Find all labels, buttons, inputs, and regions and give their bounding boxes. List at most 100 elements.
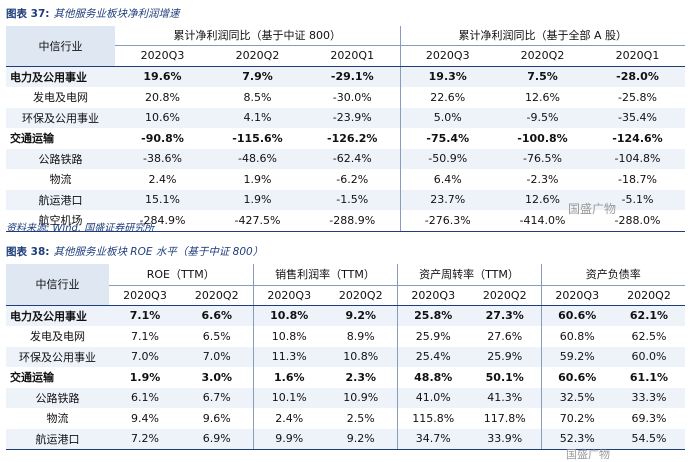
table-cell: 8.5% (243, 90, 272, 104)
watermark-text: 国盛广物 (568, 202, 617, 216)
table-cell: -5.1% (590, 189, 685, 210)
table-cell: -29.1% (305, 66, 400, 87)
table-cell: 59.2% (540, 346, 613, 367)
table1-group-header: 累计净利润同比（基于全部 A 股） (399, 26, 685, 46)
table-row: 航运港口 15.1% 1.9% -1.5% 23.7% 12.6% -5.1% (6, 189, 685, 210)
table-cell: 117.8% (483, 411, 526, 425)
table-cell: 6.5% (202, 329, 231, 343)
table-cell: 60.8% (540, 326, 613, 347)
table-cell: 2.5% (346, 411, 375, 425)
row-label: 航空机场 (6, 210, 115, 232)
table-cell: -76.5% (495, 148, 590, 169)
table-cell: -284.9% (115, 210, 210, 232)
table-cell: 10.9% (325, 387, 397, 408)
table-row: 交通运输 -90.8% -115.6% -126.2% -75.4% -100.8% -12… (6, 128, 685, 149)
table-cell: -288.9% (305, 210, 400, 232)
table1-caption-text: 其他服务业板块净利润增速 (53, 8, 180, 20)
table-cell: -90.8% (141, 131, 184, 145)
table-cell: -62.4% (305, 148, 400, 169)
table2-corner-header: 中信行业 (6, 264, 109, 306)
table-row: 电力及公用事业 19.6% 7.9% -29.1% 19.3% 7.5% -28.0% (6, 66, 685, 87)
table-cell: 23.7% (399, 189, 495, 210)
table1-corner-header: 中信行业 (6, 26, 115, 67)
table2-column-header: 2020Q3 (109, 285, 181, 306)
table2-group-header: 资产负债率 (540, 264, 685, 286)
table-cell: -35.4% (590, 107, 685, 128)
table-cell: -1.5% (305, 189, 400, 210)
table2-caption-text: 其他服务业板块 ROE 水平（基于中证 800） (53, 246, 264, 258)
table-cell: -100.8% (517, 131, 568, 145)
table-cell: 41.3% (469, 387, 541, 408)
table-row: 物流 9.4% 9.6% 2.4% 2.5% 115.8% 117.8% 70.2% 69.3% (6, 408, 685, 429)
table-row: 环保及公用事业 10.6% 4.1% -23.9% 5.0% -9.5% -35.4% (6, 107, 685, 128)
table-cell: -48.6% (210, 148, 305, 169)
row-label: 发电及电网 (30, 330, 85, 344)
table-cell: -75.4% (399, 128, 495, 149)
table-cell: 9.2% (325, 428, 397, 450)
table-cell: 10.6% (115, 107, 210, 128)
table-cell: 9.4% (131, 411, 159, 425)
table-row: 航运港口 7.2% 6.9% 9.9% 9.2% 34.7% 33.9% 52.3% 54.5% (6, 428, 685, 450)
table2-column-header: 2020Q2 (613, 285, 685, 306)
table-cell: 6.1% (109, 387, 181, 408)
table2-body: 电力及公用事业 7.1% 6.6% 10.8% 9.2% 25.8% 27.3% 60.6% 6… (6, 305, 685, 450)
table-cell: 9.6% (202, 411, 231, 425)
row-label: 物流 (46, 412, 69, 426)
table-cell: -18.7% (618, 172, 657, 186)
table1-caption: 图表 37: 其他服务业板块净利润增速 (6, 4, 179, 24)
table1: 中信行业 累计净利润同比（基于中证 800） 累计净利润同比（基于全部 A 股）… (6, 26, 685, 232)
table-cell: -124.6% (612, 131, 663, 145)
table-cell: 60.0% (613, 346, 685, 367)
row-label: 环保及公用事业 (6, 107, 115, 128)
table2-column-header: 2020Q2 (181, 285, 253, 306)
table-cell: 62.5% (631, 329, 667, 343)
table-cell: 60.6% (540, 367, 613, 388)
table-row: 公路铁路 -38.6% -48.6% -62.4% -50.9% -76.5% -104.8… (6, 148, 685, 169)
table-cell: 54.5% (613, 428, 685, 450)
table2-caption: 图表 38: 其他服务业板块 ROE 水平（基于中证 800） (6, 242, 263, 262)
table1-body: 电力及公用事业 19.6% 7.9% -29.1% 19.3% 7.5% -28.0% 发电及… (6, 66, 685, 232)
row-label: 公路铁路 (6, 148, 115, 169)
table-cell: 6.9% (181, 428, 253, 450)
table-cell: 15.1% (115, 189, 210, 210)
table-cell: 25.9% (396, 326, 469, 347)
table-cell: -104.8% (590, 148, 685, 169)
watermark-text: 国盛广物 (566, 448, 610, 461)
table-cell: 34.7% (396, 428, 469, 450)
table2-column-header: 2020Q3 (396, 285, 469, 306)
table-cell: 27.6% (487, 329, 523, 343)
table-cell: 6.7% (181, 387, 253, 408)
table-cell: 10.8% (252, 326, 325, 347)
table-cell: 25.9% (469, 346, 541, 367)
table-cell: 25.8% (396, 305, 469, 326)
table-cell: 9.9% (252, 428, 325, 450)
table-cell: 27.3% (469, 305, 541, 326)
table-cell: 61.1% (629, 370, 669, 384)
table-cell: 25.4% (396, 346, 469, 367)
table-cell: -6.2% (336, 172, 369, 186)
table-cell: -38.6% (115, 148, 210, 169)
table-row: 公路铁路 6.1% 6.7% 10.1% 10.9% 41.0% 41.3% 32.5% 33.… (6, 387, 685, 408)
table-cell: -276.3% (399, 210, 495, 232)
table-cell: 115.8% (396, 408, 469, 429)
table-cell: -115.6% (232, 131, 283, 145)
table-cell: 41.0% (396, 387, 469, 408)
table-cell: -2.3% (526, 172, 559, 186)
table-row: 发电及电网 7.1% 6.5% 10.8% 8.9% 25.9% 27.6% 60.8% 62.… (6, 326, 685, 347)
table-row: 交通运输 1.9% 3.0% 1.6% 2.3% 48.8% 50.1% 60.6% 61.1% (6, 367, 685, 388)
table-cell: 52.3% (540, 428, 613, 450)
row-label: 航运港口 (6, 189, 115, 210)
table-cell: 7.0% (109, 346, 181, 367)
table-cell: 32.5% (540, 387, 613, 408)
table2-column-header: 2020Q2 (469, 285, 541, 306)
table-cell: 6.4% (399, 169, 495, 190)
row-label: 电力及公用事业 (6, 66, 115, 87)
table-cell: 7.9% (210, 66, 305, 87)
table-cell: 22.6% (399, 87, 495, 108)
table-row: 航空机场 -284.9% -427.5% -288.9% -276.3% -414.0% -… (6, 210, 685, 232)
table-cell: 5.0% (399, 107, 495, 128)
table-cell: 10.8% (252, 305, 325, 326)
table-cell: 1.9% (243, 172, 272, 186)
table1-group-header: 累计净利润同比（基于中证 800） (115, 26, 400, 46)
table-row: 电力及公用事业 7.1% 6.6% 10.8% 9.2% 25.8% 27.3% 60.6% 6… (6, 305, 685, 326)
